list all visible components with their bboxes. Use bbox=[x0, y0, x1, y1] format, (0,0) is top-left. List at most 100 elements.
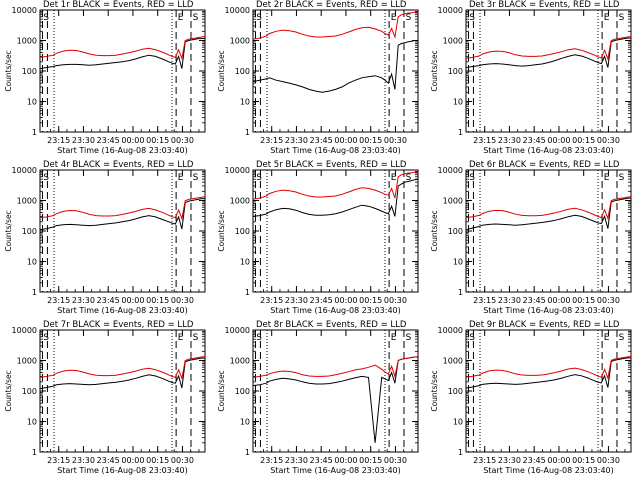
region-label: S bbox=[469, 333, 475, 343]
x-tick-label: 00:00 bbox=[334, 296, 357, 305]
x-tick-label: 00:00 bbox=[547, 136, 570, 145]
x-tick-label: 00:15 bbox=[359, 136, 382, 145]
region-label: E bbox=[391, 333, 397, 343]
lld-series-line bbox=[39, 36, 206, 61]
x-tick-label: 23:45 bbox=[97, 296, 120, 305]
events-series-line bbox=[252, 178, 419, 217]
chart-panel-8: Det 8r BLACK = Events, RED = LLD 1 10 100 10… bbox=[217, 320, 419, 475]
y-tick-label: 1 bbox=[32, 448, 37, 457]
chart-panel-7: Det 7r BLACK = Events, RED = LLD 1 10 100 10… bbox=[4, 320, 206, 475]
lld-series-line bbox=[252, 11, 418, 40]
y-axis-label: Counts/sec bbox=[4, 370, 13, 411]
x-tick-label: 00:15 bbox=[359, 296, 382, 305]
panel-title: Det 6r BLACK = Events, RED = LLD bbox=[469, 160, 620, 170]
x-tick-label: 00:15 bbox=[146, 296, 169, 305]
chart-panel-6: Det 6r BLACK = Events, RED = LLD 1 10 100 10… bbox=[430, 160, 632, 315]
y-tick-label: 10000 bbox=[438, 326, 463, 335]
panel-title: Det 7r BLACK = Events, RED = LLD bbox=[43, 320, 194, 330]
x-tick-label: 00:15 bbox=[359, 456, 382, 465]
x-tick-label: 23:30 bbox=[498, 456, 521, 465]
x-tick-label: 00:30 bbox=[597, 456, 620, 465]
x-tick-label: 00:15 bbox=[572, 136, 595, 145]
region-label: E bbox=[391, 173, 397, 183]
x-tick-label: 23:45 bbox=[523, 456, 546, 465]
y-tick-label: 1000 bbox=[443, 357, 463, 366]
y-tick-label: 10 bbox=[453, 98, 463, 107]
panel-title: Det 8r BLACK = Events, RED = LLD bbox=[256, 320, 407, 330]
x-tick-label: 00:15 bbox=[572, 296, 595, 305]
y-tick-label: 10 bbox=[27, 418, 37, 427]
x-tick-label: 23:15 bbox=[473, 296, 496, 305]
y-tick-label: 1000 bbox=[230, 197, 250, 206]
y-tick-label: 10000 bbox=[225, 326, 250, 335]
y-axis-label: Counts/sec bbox=[217, 50, 226, 91]
x-axis-label: Start Time (16-Aug-08 23:03:40) bbox=[57, 146, 188, 155]
x-tick-label: 23:45 bbox=[523, 136, 546, 145]
y-axis-label: Counts/sec bbox=[430, 210, 439, 251]
x-tick-label: 23:45 bbox=[310, 136, 333, 145]
y-tick-label: 1000 bbox=[230, 37, 250, 46]
plot-frame bbox=[39, 169, 206, 293]
region-label: S bbox=[406, 13, 412, 23]
chart-panel-2: Det 2r BLACK = Events, RED = LLD 1 10 100 10… bbox=[217, 0, 419, 155]
x-tick-label: 23:45 bbox=[97, 456, 120, 465]
y-tick-label: 100 bbox=[448, 67, 463, 76]
y-tick-label: 10000 bbox=[225, 166, 250, 175]
x-tick-label: 23:45 bbox=[97, 136, 120, 145]
x-tick-label: 00:00 bbox=[121, 456, 144, 465]
plot-frame bbox=[252, 9, 419, 133]
y-tick-label: 100 bbox=[235, 227, 250, 236]
y-tick-label: 10 bbox=[240, 418, 250, 427]
region-label: S bbox=[619, 333, 625, 343]
region-label: E bbox=[178, 13, 184, 23]
y-axis-label: Counts/sec bbox=[4, 210, 13, 251]
region-label: S bbox=[256, 13, 262, 23]
y-tick-label: 100 bbox=[448, 387, 463, 396]
y-tick-label: 1000 bbox=[443, 197, 463, 206]
x-tick-label: 23:30 bbox=[72, 136, 95, 145]
y-tick-label: 10 bbox=[453, 258, 463, 267]
y-tick-label: 10 bbox=[240, 98, 250, 107]
panel-title: Det 9r BLACK = Events, RED = LLD bbox=[469, 320, 620, 330]
plot-frame bbox=[39, 329, 206, 453]
y-tick-label: 10000 bbox=[438, 6, 463, 15]
events-series-line bbox=[39, 37, 206, 70]
y-axis-label: Counts/sec bbox=[217, 370, 226, 411]
x-tick-label: 00:00 bbox=[547, 296, 570, 305]
panel-title: Det 2r BLACK = Events, RED = LLD bbox=[256, 0, 407, 10]
x-tick-label: 00:30 bbox=[597, 136, 620, 145]
y-tick-label: 10 bbox=[27, 98, 37, 107]
y-tick-label: 1000 bbox=[443, 37, 463, 46]
y-tick-label: 1 bbox=[32, 288, 37, 297]
chart-panel-4: Det 4r BLACK = Events, RED = LLD 1 10 100 10… bbox=[4, 160, 206, 315]
region-label: S bbox=[43, 333, 49, 343]
y-axis-label: Counts/sec bbox=[217, 210, 226, 251]
y-tick-label: 100 bbox=[22, 387, 37, 396]
x-axis-label: Start Time (16-Aug-08 23:03:40) bbox=[270, 306, 401, 315]
plot-frame bbox=[465, 329, 632, 453]
y-tick-label: 1 bbox=[245, 288, 250, 297]
region-label: S bbox=[193, 333, 199, 343]
region-label: S bbox=[406, 173, 412, 183]
y-axis-label: Counts/sec bbox=[430, 50, 439, 91]
x-tick-label: 00:15 bbox=[146, 456, 169, 465]
events-series-line bbox=[39, 198, 205, 231]
lld-series-line bbox=[465, 355, 632, 380]
events-series-line bbox=[465, 37, 631, 68]
plot-frame bbox=[39, 9, 206, 133]
panel-title: Det 4r BLACK = Events, RED = LLD bbox=[43, 160, 194, 170]
region-label: S bbox=[43, 173, 49, 183]
chart-panel-1: Det 1r BLACK = Events, RED = LLD 1 10 100 10… bbox=[4, 0, 206, 155]
x-tick-label: 23:15 bbox=[473, 136, 496, 145]
x-tick-label: 23:30 bbox=[285, 136, 308, 145]
y-tick-label: 10 bbox=[453, 418, 463, 427]
y-tick-label: 100 bbox=[22, 67, 37, 76]
chart-panel-5: Det 5r BLACK = Events, RED = LLD 1 10 100 10… bbox=[217, 160, 419, 315]
plot-frame bbox=[252, 169, 419, 293]
x-tick-label: 23:30 bbox=[498, 296, 521, 305]
region-label: E bbox=[604, 13, 610, 23]
x-axis-label: Start Time (16-Aug-08 23:03:40) bbox=[57, 466, 188, 475]
x-tick-label: 23:30 bbox=[498, 136, 521, 145]
x-axis-label: Start Time (16-Aug-08 23:03:40) bbox=[270, 466, 401, 475]
